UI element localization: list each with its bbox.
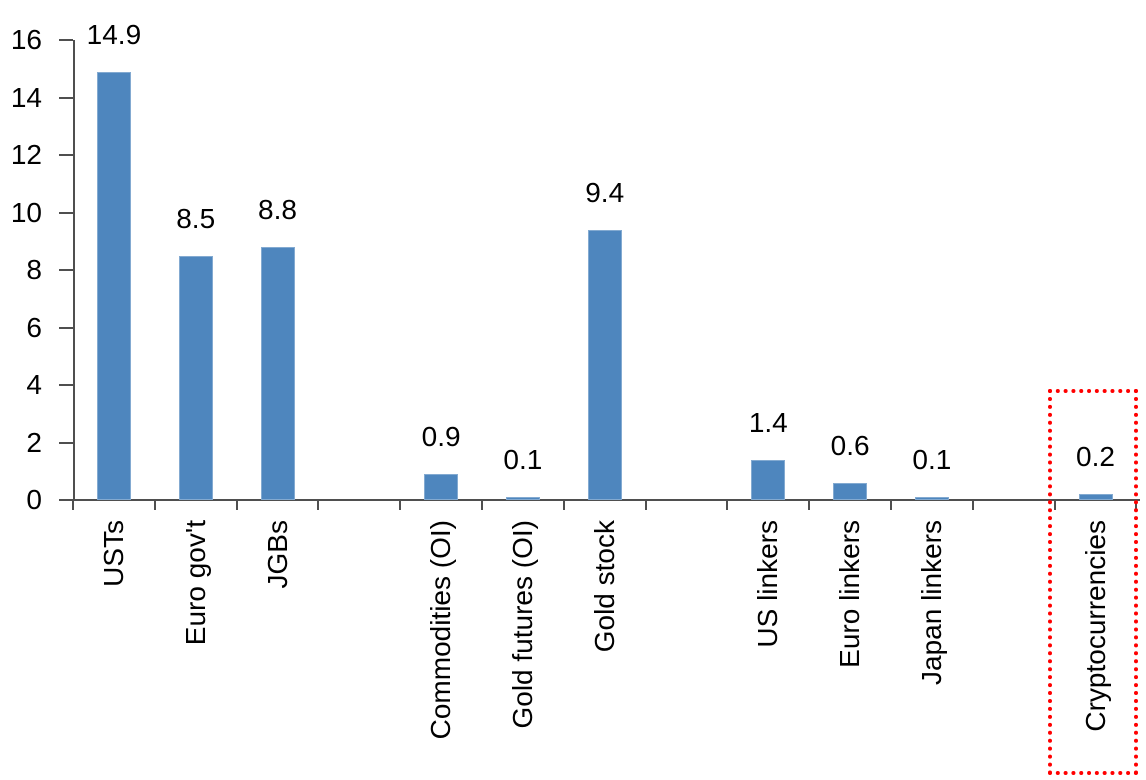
bar-value-label-japan-linkers: 0.1 — [912, 444, 952, 476]
bar-value-label-euro-gov-t: 8.5 — [176, 202, 216, 234]
y-axis-tick-label: 2 — [26, 426, 42, 458]
bar-jgbs — [260, 247, 295, 500]
bar-usts — [96, 71, 131, 500]
bar-commodities-oi — [424, 474, 459, 500]
bar-value-label-euro-linkers: 0.6 — [830, 429, 870, 461]
category-label-euro-gov-t: Euro gov't — [179, 520, 211, 646]
y-axis-tick-label: 6 — [26, 311, 42, 343]
x-axis-line — [72, 499, 1140, 501]
category-label-gold-futures-oi: Gold futures (OI) — [506, 520, 538, 729]
bar-gold-stock — [587, 229, 622, 500]
category-label-jgbs: JGBs — [261, 520, 293, 589]
x-axis-tick — [562, 500, 565, 510]
x-axis-tick — [808, 500, 811, 510]
y-axis-tick-label: 16 — [10, 24, 42, 55]
category-label-japan-linkers: Japan linkers — [915, 520, 947, 685]
y-axis-tick — [59, 39, 73, 41]
y-axis-tick-label: 0 — [26, 484, 42, 515]
x-axis-tick — [399, 500, 402, 510]
cryptocurrencies-highlight-box — [1048, 389, 1138, 775]
category-label-gold-stock: Gold stock — [588, 520, 620, 653]
x-axis-tick — [644, 500, 647, 510]
bar-japan-linkers — [914, 497, 949, 500]
y-axis-tick-label: 8 — [26, 254, 42, 285]
y-axis-tick — [59, 154, 73, 156]
bar-gold-futures-oi — [505, 497, 540, 500]
category-label-euro-linkers: Euro linkers — [834, 520, 866, 668]
y-axis-tick-label: 4 — [26, 369, 42, 400]
category-label-us-linkers: US linkers — [752, 520, 784, 648]
bar-euro-linkers — [833, 482, 868, 500]
y-axis-line — [73, 40, 75, 501]
bar-us-linkers — [751, 459, 786, 500]
y-axis-tick-label: 12 — [10, 139, 42, 170]
y-axis-tick — [59, 441, 73, 444]
bar-euro-gov-t — [178, 255, 213, 500]
bar-value-label-jgbs: 8.8 — [258, 194, 297, 225]
category-label-usts: USTs — [97, 520, 129, 587]
x-axis-tick — [235, 500, 238, 510]
bar-value-label-gold-futures-oi: 0.1 — [503, 444, 543, 476]
x-axis-tick — [481, 500, 483, 510]
y-axis-tick — [59, 384, 73, 386]
y-axis-tick — [59, 269, 73, 271]
y-axis-tick-label: 14 — [10, 81, 42, 113]
x-axis-tick — [153, 500, 156, 510]
y-axis-tick — [59, 96, 73, 99]
bar-value-label-us-linkers: 1.4 — [748, 406, 788, 438]
bar-value-label-usts: 14.9 — [86, 18, 142, 50]
category-label-commodities-oi: Commodities (OI) — [425, 520, 457, 740]
bar-value-label-commodities-oi: 0.9 — [421, 421, 461, 453]
bar-cryptocurrencies — [1078, 494, 1113, 500]
x-axis-tick — [890, 500, 892, 510]
y-axis-tick — [59, 211, 73, 214]
y-axis-tick-label: 10 — [10, 196, 42, 228]
x-axis-tick — [1053, 500, 1056, 510]
y-axis-tick — [59, 326, 73, 329]
bar-value-label-gold-stock: 9.4 — [585, 176, 625, 208]
x-axis-tick — [971, 500, 974, 510]
x-axis-tick — [317, 500, 320, 510]
x-axis-tick — [72, 500, 74, 510]
x-axis-tick — [726, 500, 729, 510]
y-axis-tick — [59, 499, 73, 501]
bar-value-label-cryptocurrencies: 0.2 — [1076, 441, 1115, 473]
